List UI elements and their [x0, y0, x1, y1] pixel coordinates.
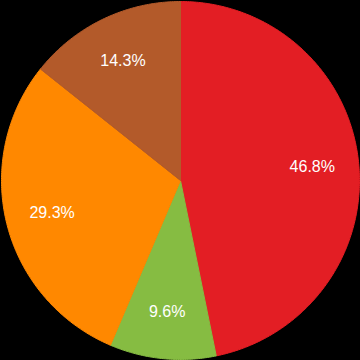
svg-text:9.6%: 9.6%	[149, 303, 185, 320]
svg-text:29.3%: 29.3%	[29, 204, 74, 221]
svg-text:14.3%: 14.3%	[100, 52, 145, 69]
svg-text:46.8%: 46.8%	[290, 158, 335, 175]
